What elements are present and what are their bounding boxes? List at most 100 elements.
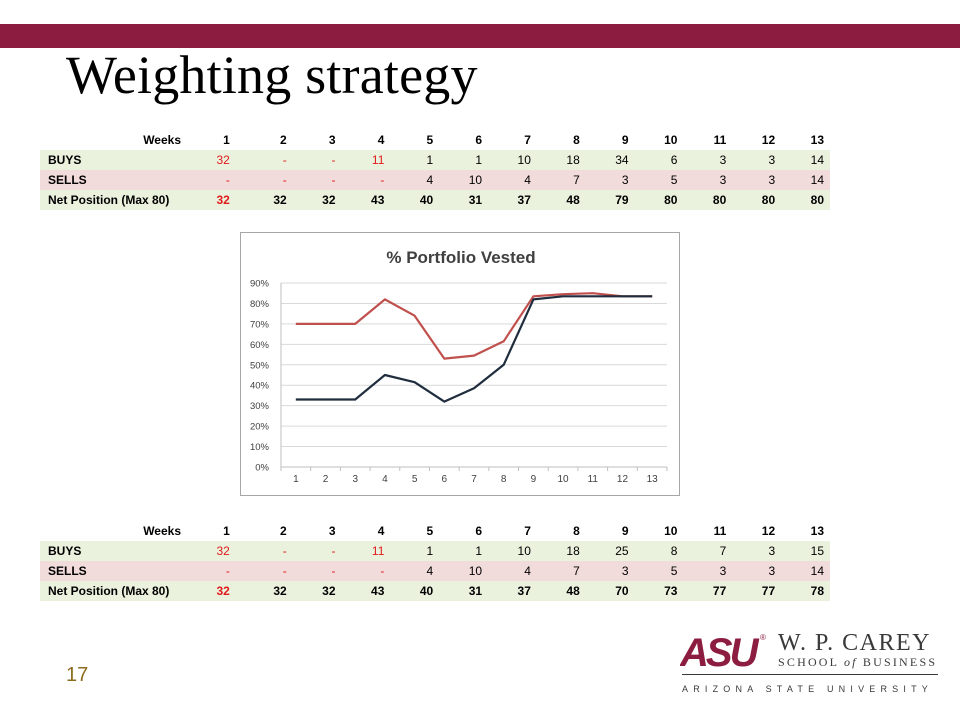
table-cell: 5 bbox=[670, 173, 678, 187]
series-line-2 bbox=[295, 295, 653, 403]
week-header-cell: 4 bbox=[377, 133, 385, 147]
week-header-cell: 1 bbox=[223, 133, 230, 147]
table-cell: - bbox=[282, 564, 287, 578]
portfolio-vested-chart: % Portfolio Vested 0% 10% 20% 30% 40% 50% 60% 70… bbox=[240, 232, 680, 496]
week-header-cell: 4 bbox=[377, 524, 385, 538]
x-tick-label: 6 bbox=[442, 474, 448, 485]
table-cell: - bbox=[282, 153, 287, 167]
table-cell: 15 bbox=[810, 544, 824, 558]
table-cell: 3 bbox=[719, 173, 727, 187]
table-cell: 48 bbox=[566, 584, 580, 598]
top-accent-bar bbox=[0, 24, 960, 48]
y-tick-label: 30% bbox=[250, 401, 270, 412]
weighting-table-2: Weeks 1 2 3 4 5 6 7 8 9 10 11 12 13 BUYS 32- -11 1 1 10 18 25… bbox=[40, 521, 830, 601]
logo-name: W. P. CAREY bbox=[778, 630, 931, 656]
week-header-cell: 2 bbox=[280, 133, 287, 147]
table-cell: 34 bbox=[615, 153, 629, 167]
buys-row: BUYS 32- -11 1 1 10 18 25 8 7 3 15 bbox=[40, 541, 830, 561]
week-header-cell: 12 bbox=[761, 524, 776, 538]
week-header-cell: 8 bbox=[573, 524, 580, 538]
table-cell: 10 bbox=[468, 564, 483, 578]
table-cell: 4 bbox=[426, 173, 434, 187]
y-tick-label: 0% bbox=[255, 463, 269, 474]
table-cell: 3 bbox=[768, 544, 776, 558]
asu-logo-mark: ASU bbox=[680, 631, 760, 675]
row-label: Net Position (Max 80) bbox=[48, 584, 170, 598]
sells-row: SELLS - - - - 4 10 4 7 3 5 3 3 14 bbox=[40, 170, 830, 190]
table-cell: - bbox=[331, 173, 336, 187]
table-cell: 1 bbox=[475, 153, 483, 167]
table-cell: 32 bbox=[322, 193, 336, 207]
net-position-row: Net Position (Max 80) 32 32 32 43 40 31 37 48 70 7… bbox=[40, 581, 830, 601]
table-cell: 4 bbox=[426, 564, 434, 578]
table-cell: 32 bbox=[322, 584, 336, 598]
week-header-cell: 10 bbox=[664, 524, 678, 538]
table-cell: - bbox=[380, 564, 385, 578]
table-cell: 5 bbox=[670, 564, 678, 578]
weighting-table-1: Weeks 1 2 3 4 5 6 7 8 9 10 11 12 13 BUYS 32- -11 1 1 10 18 34… bbox=[40, 130, 830, 210]
net-position-row: Net Position (Max 80) 32 32 32 43 40 31 37 48 79 8… bbox=[40, 190, 830, 210]
table-cell: 18 bbox=[566, 544, 580, 558]
x-tick-label: 8 bbox=[501, 474, 507, 485]
week-header-cell: 6 bbox=[475, 524, 483, 538]
table-cell: 4 bbox=[524, 564, 531, 578]
logo-registered-mark: ® bbox=[760, 633, 766, 642]
table-cell: 11 bbox=[371, 544, 385, 558]
y-tick-label: 90% bbox=[250, 279, 270, 290]
table-cell: 8 bbox=[670, 544, 678, 558]
table-cell: - bbox=[225, 564, 230, 578]
table-cell: 80 bbox=[810, 193, 824, 207]
y-tick-label: 20% bbox=[250, 422, 270, 433]
table-cell: 3 bbox=[768, 173, 776, 187]
table-cell: 80 bbox=[761, 193, 776, 207]
table-cell: 31 bbox=[468, 584, 483, 598]
y-tick-label: 60% bbox=[250, 340, 270, 351]
table-cell: 70 bbox=[615, 584, 629, 598]
table-cell: - bbox=[282, 173, 287, 187]
page-number: 17 bbox=[66, 664, 89, 686]
chart-svg: % Portfolio Vested 0% 10% 20% 30% 40% 50% 60% 70… bbox=[250, 248, 668, 485]
series-line-1 bbox=[295, 292, 653, 360]
table-cell: 1 bbox=[426, 544, 434, 558]
table-cell: 79 bbox=[615, 193, 629, 207]
table-cell: 40 bbox=[419, 193, 434, 207]
table-cell: 10 bbox=[517, 153, 531, 167]
weeks-header-row: Weeks 1 2 3 4 5 6 7 8 9 10 11 12 13 bbox=[40, 130, 830, 150]
table-cell: 3 bbox=[621, 564, 629, 578]
row-label: BUYS bbox=[48, 544, 82, 558]
weeks-header-label: Weeks bbox=[143, 524, 181, 538]
table-cell: 78 bbox=[810, 584, 824, 598]
table-cell: 10 bbox=[517, 544, 531, 558]
slide-title: Weighting strategy bbox=[66, 45, 478, 105]
week-header-cell: 11 bbox=[713, 133, 727, 147]
week-header-cell: 9 bbox=[621, 133, 629, 147]
table-cell: 1 bbox=[426, 153, 434, 167]
sells-row: SELLS - - - - 4 10 4 7 3 5 3 3 14 bbox=[40, 561, 830, 581]
table-cell: 14 bbox=[810, 153, 824, 167]
table-cell: 43 bbox=[371, 193, 385, 207]
table-cell: 14 bbox=[810, 564, 824, 578]
x-tick-label: 10 bbox=[558, 474, 570, 485]
week-header-cell: 13 bbox=[810, 133, 824, 147]
x-tick-label: 3 bbox=[352, 474, 358, 485]
table-cell: 6 bbox=[670, 153, 678, 167]
week-header-cell: 6 bbox=[475, 133, 483, 147]
table-cell: 32 bbox=[273, 193, 287, 207]
x-tick-label: 11 bbox=[588, 474, 599, 485]
row-label: Net Position (Max 80) bbox=[48, 193, 170, 207]
logo-school: SCHOOL of BUSINESS bbox=[778, 655, 937, 669]
table-cell: 32 bbox=[273, 584, 287, 598]
week-header-cell: 9 bbox=[621, 524, 629, 538]
table-cell: 43 bbox=[371, 584, 385, 598]
x-tick-label: 12 bbox=[617, 474, 629, 485]
week-header-cell: 7 bbox=[524, 133, 531, 147]
table-cell: 4 bbox=[524, 173, 531, 187]
week-header-cell: 3 bbox=[328, 524, 336, 538]
table-cell: 37 bbox=[517, 193, 531, 207]
table-cell: 32 bbox=[216, 153, 230, 167]
table-cell: 3 bbox=[621, 173, 629, 187]
table-cell: - bbox=[225, 173, 230, 187]
week-header-cell: 10 bbox=[664, 133, 678, 147]
y-tick-label: 80% bbox=[250, 299, 270, 310]
table-cell: 25 bbox=[615, 544, 629, 558]
